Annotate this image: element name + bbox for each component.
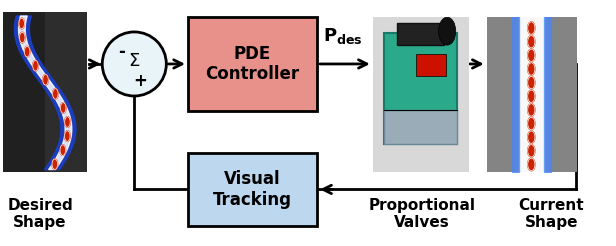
Circle shape — [52, 159, 57, 169]
Circle shape — [528, 22, 535, 34]
Circle shape — [20, 32, 25, 43]
Circle shape — [19, 18, 25, 29]
Circle shape — [60, 145, 65, 155]
Circle shape — [528, 158, 535, 171]
Text: Visual
Tracking: Visual Tracking — [213, 170, 292, 209]
Circle shape — [33, 61, 38, 71]
Circle shape — [528, 35, 535, 48]
Bar — [384, 33, 456, 144]
Text: Current
Shape: Current Shape — [519, 198, 584, 230]
Text: -: - — [118, 43, 125, 61]
Ellipse shape — [102, 32, 166, 96]
Text: Desired
Shape: Desired Shape — [7, 198, 73, 230]
Text: PDE
Controller: PDE Controller — [206, 45, 299, 83]
Circle shape — [528, 131, 535, 143]
Circle shape — [52, 89, 58, 99]
Circle shape — [439, 17, 456, 45]
FancyBboxPatch shape — [188, 153, 317, 226]
Circle shape — [65, 131, 70, 141]
Circle shape — [528, 90, 535, 103]
Circle shape — [528, 49, 535, 62]
Bar — [384, 110, 456, 144]
Text: $\Sigma$: $\Sigma$ — [128, 52, 140, 71]
Circle shape — [528, 77, 535, 89]
Circle shape — [65, 117, 70, 127]
Text: +: + — [134, 72, 147, 90]
Circle shape — [60, 103, 66, 113]
Text: Proportional
Valves: Proportional Valves — [368, 198, 476, 230]
Circle shape — [528, 63, 535, 75]
Circle shape — [43, 75, 48, 85]
Circle shape — [528, 104, 535, 116]
Bar — [397, 23, 444, 45]
Circle shape — [528, 117, 535, 130]
Text: $\mathbf{P_{des}}$: $\mathbf{P_{des}}$ — [323, 26, 363, 46]
Bar — [416, 54, 446, 76]
Circle shape — [528, 145, 535, 157]
FancyBboxPatch shape — [188, 17, 317, 111]
Circle shape — [25, 46, 30, 57]
